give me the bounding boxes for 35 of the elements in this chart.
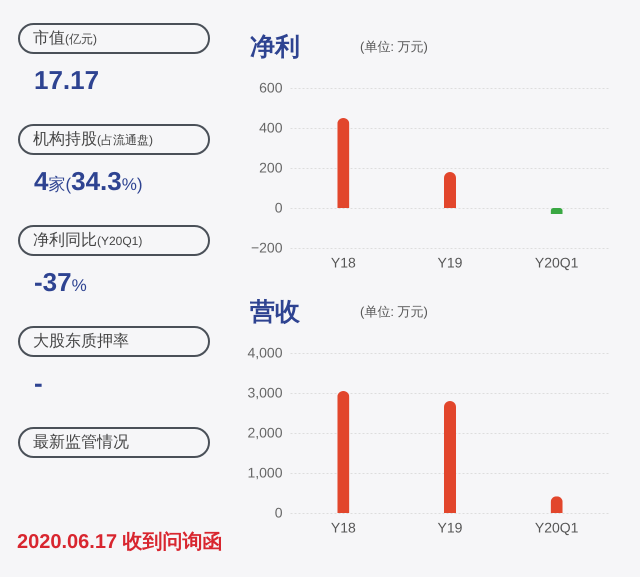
- y-tick-label: 400: [259, 120, 283, 136]
- bar: [337, 391, 350, 513]
- text: -37%: [34, 267, 87, 297]
- y-tick-label: 4,000: [247, 344, 283, 360]
- chart-title: 营收: [250, 297, 300, 328]
- bar: [337, 118, 350, 208]
- text: 2020.06.17 收到问询函: [17, 530, 223, 555]
- x-tick-label: Y20Q1: [534, 254, 579, 270]
- text: 市值(亿元): [33, 30, 97, 47]
- x-tick-label: Y18: [330, 254, 356, 270]
- chart-subtitle: (单位: 万元): [360, 303, 428, 321]
- bar: [444, 172, 456, 208]
- text: -: [34, 368, 43, 398]
- text: 17.17: [34, 65, 100, 95]
- text: 机构持股(占流通盘): [33, 131, 153, 148]
- y-tick-label: 200: [259, 160, 283, 176]
- x-tick-label: Y20Q1: [534, 520, 579, 536]
- bar: [550, 208, 563, 214]
- y-tick-label: 1,000: [247, 464, 283, 480]
- chart-title: 净利: [250, 32, 300, 63]
- x-tick-label: Y18: [330, 520, 356, 536]
- text: 净利同比(Y20Q1): [33, 232, 142, 249]
- chart-subtitle: (单位: 万元): [360, 38, 428, 56]
- text: 最新监管情况: [33, 432, 129, 453]
- text: 4家(34.3%): [34, 166, 143, 196]
- y-tick-label: 600: [259, 80, 283, 96]
- y-tick-label: 0: [274, 504, 283, 520]
- y-tick-label: −200: [250, 240, 283, 256]
- x-tick-label: Y19: [438, 520, 463, 536]
- y-tick-label: 2,000: [247, 424, 283, 440]
- bar: [444, 401, 456, 513]
- x-tick-label: Y19: [438, 254, 463, 270]
- y-tick-label: 3,000: [247, 384, 283, 400]
- text: 大股东质押率: [33, 332, 129, 352]
- y-tick-label: 0: [274, 200, 283, 216]
